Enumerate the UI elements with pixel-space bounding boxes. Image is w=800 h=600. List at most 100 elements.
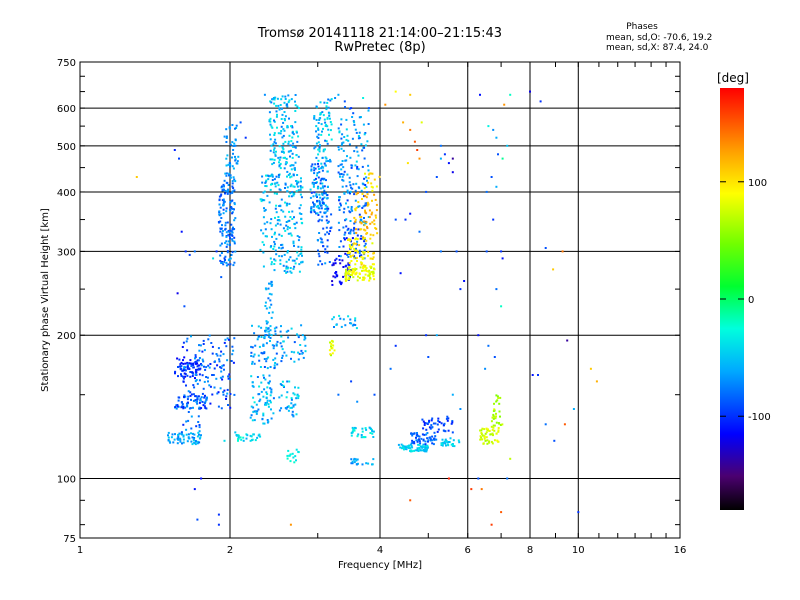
data-point: [289, 267, 292, 269]
data-point: [300, 246, 303, 249]
data-point: [539, 100, 542, 103]
data-point: [319, 237, 322, 240]
data-point: [301, 352, 304, 355]
data-point: [335, 257, 338, 260]
data-point: [321, 156, 324, 159]
data-point: [269, 222, 272, 225]
data-point: [269, 257, 272, 260]
data-point: [298, 207, 301, 210]
data-point: [270, 183, 272, 186]
data-point: [275, 343, 278, 346]
data-point: [291, 410, 294, 413]
data-point: [264, 378, 267, 381]
data-point: [349, 192, 351, 195]
data-point: [362, 97, 365, 99]
data-point: [362, 123, 365, 126]
data-point: [196, 442, 199, 445]
data-point: [413, 432, 416, 435]
data-point: [283, 118, 286, 120]
data-point: [188, 362, 191, 365]
data-point: [366, 204, 369, 207]
data-point: [356, 238, 359, 241]
data-point: [198, 406, 201, 409]
data-point: [340, 204, 342, 207]
data-point: [261, 352, 264, 355]
data-point: [367, 177, 370, 180]
data-point: [196, 365, 199, 368]
data-point: [196, 382, 199, 385]
data-point: [340, 163, 343, 166]
data-point: [262, 232, 265, 235]
data-point: [435, 176, 438, 178]
data-point: [315, 156, 318, 159]
data-point: [234, 127, 236, 130]
data-point: [363, 224, 366, 227]
data-point: [194, 380, 197, 383]
data-point: [483, 436, 486, 439]
data-point: [223, 189, 226, 191]
data-point: [266, 174, 269, 177]
data-point: [577, 511, 580, 514]
data-point: [491, 442, 494, 445]
data-point: [234, 180, 237, 183]
data-point: [343, 233, 346, 236]
data-point: [212, 257, 215, 260]
data-point: [364, 246, 367, 249]
data-point: [231, 231, 234, 234]
data-point: [326, 170, 329, 173]
data-point: [264, 228, 267, 231]
data-point: [221, 232, 224, 235]
data-point: [192, 399, 195, 402]
data-point: [315, 125, 318, 128]
data-point: [479, 438, 482, 441]
data-point: [334, 276, 337, 279]
data-point: [492, 424, 495, 427]
data-point: [310, 168, 313, 171]
data-point: [260, 336, 263, 338]
data-point: [270, 125, 273, 128]
data-point: [187, 436, 190, 439]
data-point: [269, 188, 272, 191]
data-point: [226, 388, 229, 391]
data-point: [531, 374, 534, 376]
data-point: [326, 251, 329, 254]
data-point: [495, 432, 498, 435]
data-point: [218, 213, 221, 216]
data-point: [315, 193, 318, 196]
data-point: [289, 216, 292, 218]
data-point: [270, 174, 273, 177]
data-point: [439, 250, 442, 253]
data-point: [270, 263, 273, 266]
data-point: [328, 117, 331, 120]
data-point: [231, 182, 234, 185]
data-point: [317, 165, 320, 168]
data-point: [318, 117, 321, 120]
data-point: [451, 157, 454, 160]
data-point: [252, 406, 255, 409]
data-point: [272, 397, 275, 400]
data-point: [486, 442, 489, 445]
data-point: [281, 95, 284, 98]
data-point: [414, 449, 417, 452]
data-point: [206, 376, 209, 379]
data-point: [245, 437, 248, 440]
data-point: [289, 256, 292, 259]
data-point: [364, 266, 366, 269]
data-point: [223, 257, 226, 260]
y-tick-label: 100: [57, 475, 76, 486]
data-point: [424, 446, 427, 449]
data-point: [180, 374, 183, 377]
data-point: [362, 256, 365, 259]
data-point: [407, 447, 410, 449]
data-point: [439, 157, 442, 160]
data-point: [483, 434, 486, 437]
data-point: [348, 232, 351, 235]
data-point: [333, 349, 336, 352]
data-point: [219, 254, 222, 257]
data-point: [375, 209, 378, 212]
data-point: [282, 384, 285, 387]
data-point: [313, 172, 316, 175]
data-point: [356, 150, 359, 153]
data-point: [192, 393, 195, 396]
